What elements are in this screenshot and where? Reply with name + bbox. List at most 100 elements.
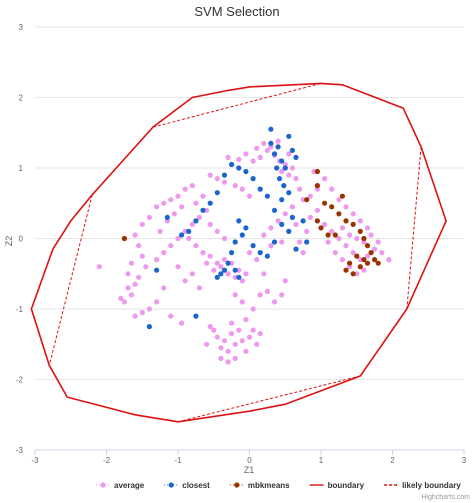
average-point[interactable] (275, 138, 281, 144)
average-point[interactable] (189, 183, 195, 189)
average-point[interactable] (379, 250, 385, 256)
closest-point[interactable] (264, 193, 270, 199)
closest-point[interactable] (186, 228, 192, 234)
mbkmeans-point[interactable] (350, 271, 356, 277)
average-point[interactable] (214, 334, 220, 340)
closest-point[interactable] (279, 221, 285, 227)
average-point[interactable] (279, 292, 285, 298)
average-point[interactable] (239, 299, 245, 305)
average-point[interactable] (336, 235, 342, 242)
average-point[interactable] (221, 179, 228, 185)
average-point[interactable] (207, 172, 213, 178)
mbkmeans-point[interactable] (336, 211, 342, 217)
average-point[interactable] (139, 309, 145, 316)
average-point[interactable] (196, 285, 202, 291)
average-point[interactable] (218, 264, 224, 270)
legend-item-closest[interactable]: closest (164, 481, 210, 490)
average-point[interactable] (246, 334, 253, 340)
average-point[interactable] (96, 264, 102, 270)
average-point[interactable] (221, 338, 228, 344)
average-point[interactable] (168, 197, 174, 203)
average-point[interactable] (139, 221, 145, 227)
average-point[interactable] (343, 243, 349, 249)
average-point[interactable] (336, 197, 342, 203)
average-point[interactable] (171, 211, 177, 217)
mbkmeans-point[interactable] (364, 243, 371, 249)
average-point[interactable] (189, 221, 195, 227)
average-point[interactable] (243, 348, 249, 354)
credit-text[interactable]: Highcharts.com (421, 494, 470, 501)
average-point[interactable] (254, 341, 260, 347)
average-point[interactable] (329, 186, 335, 192)
average-point[interactable] (386, 257, 392, 263)
average-point[interactable] (204, 260, 210, 266)
closest-point[interactable] (304, 239, 310, 245)
closest-point[interactable] (268, 140, 274, 146)
average-point[interactable] (293, 221, 299, 227)
mbkmeans-point[interactable] (332, 232, 338, 238)
average-point[interactable] (250, 306, 256, 312)
average-point[interactable] (279, 168, 285, 175)
average-point[interactable] (293, 176, 299, 182)
average-point[interactable] (286, 172, 292, 178)
legend-item-mbkmeans[interactable]: mbkmeans (229, 481, 290, 490)
average-point[interactable] (368, 232, 374, 238)
closest-point[interactable] (243, 168, 249, 175)
closest-point[interactable] (286, 133, 292, 139)
mbkmeans-point[interactable] (314, 168, 320, 175)
average-point[interactable] (214, 260, 220, 266)
closest-point[interactable] (289, 214, 295, 220)
average-point[interactable] (254, 145, 260, 151)
average-point[interactable] (347, 232, 353, 238)
average-point[interactable] (143, 264, 149, 270)
average-point[interactable] (132, 232, 138, 238)
average-point[interactable] (221, 257, 228, 263)
closest-point[interactable] (225, 260, 231, 266)
average-point[interactable] (146, 214, 152, 220)
closest-point[interactable] (271, 239, 278, 245)
average-point[interactable] (282, 278, 288, 284)
average-point[interactable] (214, 176, 220, 182)
average-point[interactable] (243, 271, 249, 277)
average-point[interactable] (325, 239, 331, 245)
average-point[interactable] (304, 228, 310, 234)
average-point[interactable] (261, 271, 267, 277)
closest-point[interactable] (221, 267, 228, 273)
average-point[interactable] (207, 221, 213, 227)
mbkmeans-point[interactable] (325, 232, 331, 238)
mbkmeans-point[interactable] (372, 257, 378, 263)
mbkmeans-point[interactable] (375, 260, 381, 266)
average-point[interactable] (211, 327, 217, 333)
closest-point[interactable] (232, 239, 238, 245)
average-point[interactable] (132, 313, 138, 319)
closest-point[interactable] (264, 253, 270, 259)
closest-point[interactable] (275, 144, 281, 150)
average-point[interactable] (364, 225, 371, 231)
average-point[interactable] (207, 324, 213, 330)
average-point[interactable] (154, 204, 160, 210)
closest-point[interactable] (193, 313, 199, 319)
average-point[interactable] (154, 299, 160, 305)
closest-point[interactable] (236, 218, 242, 224)
average-point[interactable] (121, 299, 127, 305)
average-point[interactable] (229, 320, 235, 326)
average-point[interactable] (354, 271, 360, 277)
average-point[interactable] (350, 211, 356, 217)
closest-point[interactable] (164, 214, 170, 220)
closest-point[interactable] (232, 267, 238, 273)
average-point[interactable] (168, 313, 174, 319)
average-point[interactable] (282, 211, 288, 217)
average-point[interactable] (118, 295, 124, 301)
average-point[interactable] (289, 165, 295, 171)
average-point[interactable] (350, 250, 356, 256)
average-point[interactable] (168, 243, 174, 249)
average-point[interactable] (339, 225, 345, 231)
average-point[interactable] (268, 243, 274, 249)
average-point[interactable] (297, 239, 303, 245)
closest-point[interactable] (274, 165, 280, 171)
average-point[interactable] (264, 147, 270, 153)
legend-item-average[interactable]: average (96, 481, 145, 490)
average-point[interactable] (207, 253, 213, 259)
average-point[interactable] (232, 183, 238, 189)
likely-boundary-segment[interactable] (406, 146, 422, 310)
